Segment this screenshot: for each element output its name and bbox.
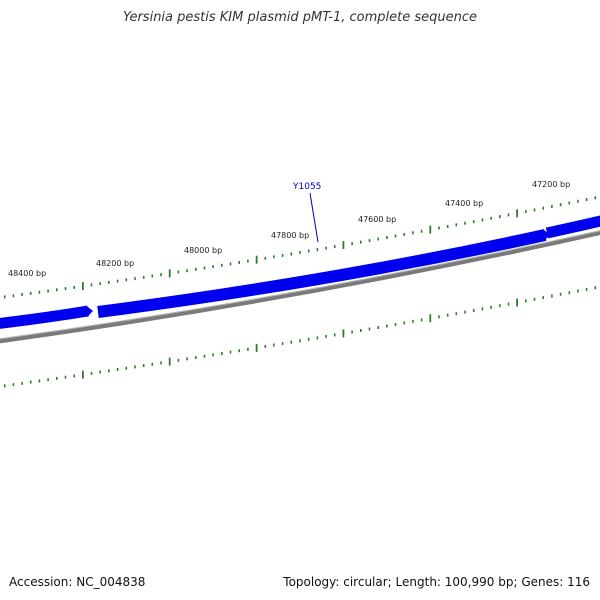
outer-tick-track	[3, 196, 597, 299]
tick-label: 47800 bp	[271, 231, 309, 240]
tick-label: 48000 bp	[184, 246, 222, 255]
tick-label: 47200 bp	[532, 180, 570, 189]
gene-arrowhead	[543, 229, 550, 241]
gene-segment[interactable]	[0, 305, 89, 329]
summary-text: Topology: circular; Length: 100,990 bp; …	[283, 575, 590, 589]
map-title: Yersinia pestis KIM plasmid pMT-1, compl…	[122, 10, 478, 25]
gene-label-y1055[interactable]: Y1055	[292, 182, 321, 192]
accession-text: Accession: NC_004838	[9, 575, 146, 589]
sequence-backbone-highlight	[0, 230, 600, 340]
tick-label: 47400 bp	[445, 199, 483, 208]
tick-label: 48200 bp	[96, 259, 134, 268]
inner-tick-track	[3, 286, 597, 388]
gene-arrowhead	[86, 305, 93, 317]
tick-label: 47600 bp	[358, 215, 396, 224]
sequence-backbone	[0, 231, 600, 344]
gene-segment-y1055[interactable]	[97, 229, 547, 318]
tick-label: 48400 bp	[8, 269, 46, 278]
gene-segment[interactable]	[545, 215, 600, 239]
gene-label-leader	[309, 192, 319, 243]
